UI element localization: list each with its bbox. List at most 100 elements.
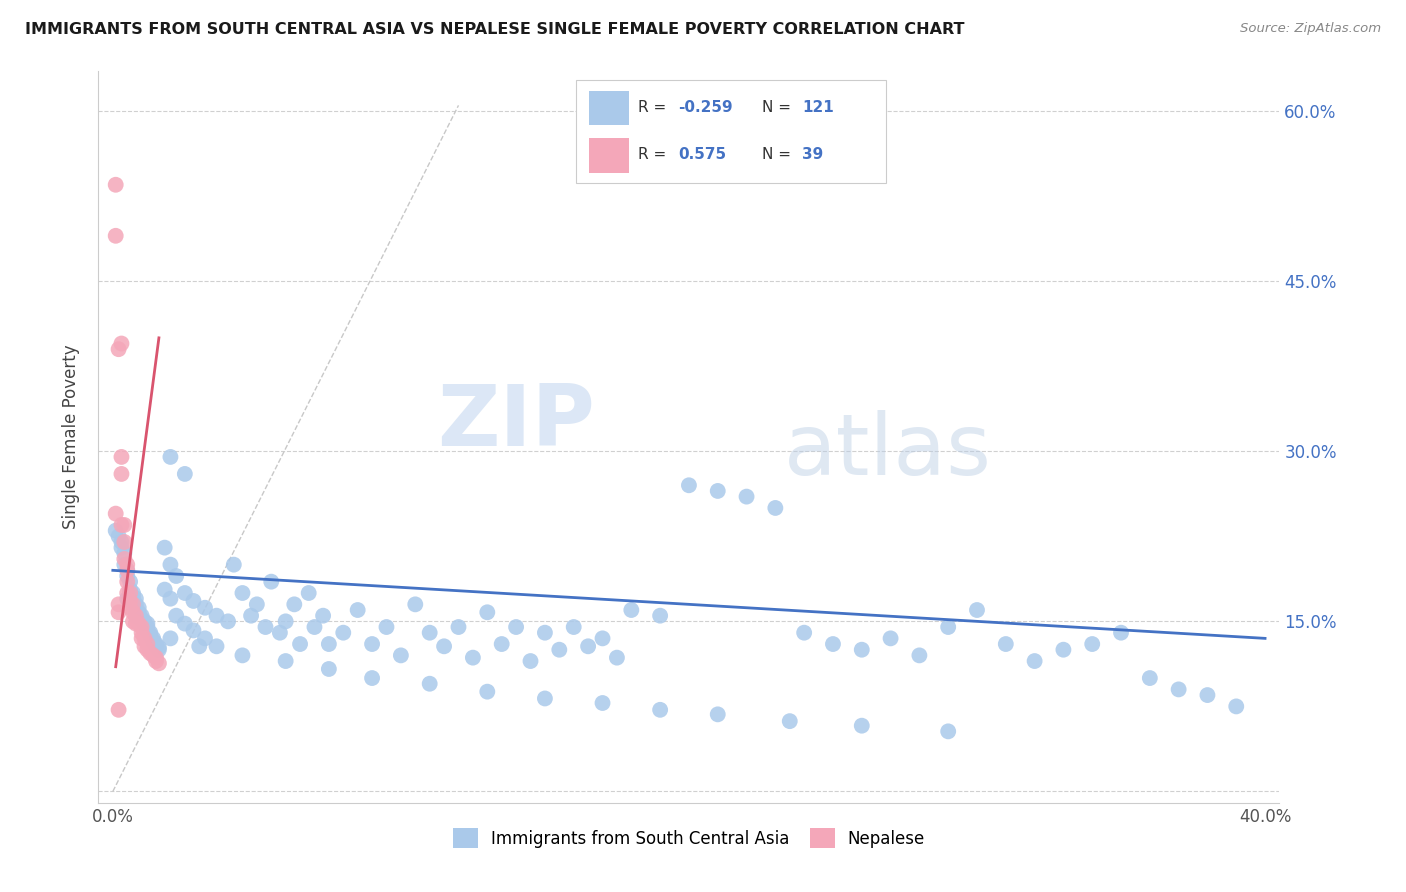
Point bbox=[240, 608, 263, 623]
Point bbox=[107, 342, 129, 356]
Point bbox=[231, 586, 253, 600]
Point bbox=[136, 642, 159, 657]
Point bbox=[706, 707, 728, 722]
Point bbox=[1197, 688, 1219, 702]
Point bbox=[419, 625, 441, 640]
Point bbox=[534, 691, 557, 706]
Point bbox=[131, 632, 153, 646]
Point bbox=[120, 582, 142, 597]
Point bbox=[134, 616, 156, 631]
Point bbox=[318, 662, 340, 676]
Point bbox=[606, 650, 628, 665]
Point bbox=[136, 620, 159, 634]
Point bbox=[110, 518, 132, 533]
Text: N =: N = bbox=[762, 101, 796, 115]
Point bbox=[134, 632, 156, 646]
Point bbox=[269, 625, 291, 640]
Point bbox=[148, 642, 170, 657]
Point bbox=[148, 657, 170, 671]
Text: Source: ZipAtlas.com: Source: ZipAtlas.com bbox=[1240, 22, 1381, 36]
Point bbox=[763, 500, 786, 515]
Point bbox=[107, 605, 129, 619]
Point bbox=[159, 632, 181, 646]
Point bbox=[120, 600, 142, 615]
Point bbox=[735, 490, 758, 504]
Point bbox=[821, 637, 844, 651]
Point bbox=[194, 600, 217, 615]
Point bbox=[620, 603, 643, 617]
FancyBboxPatch shape bbox=[589, 91, 628, 126]
Point bbox=[165, 608, 187, 623]
Point bbox=[346, 603, 368, 617]
Point bbox=[122, 586, 145, 600]
Point bbox=[173, 467, 195, 481]
Point bbox=[159, 591, 181, 606]
Point bbox=[205, 640, 228, 654]
Point bbox=[994, 637, 1017, 651]
Y-axis label: Single Female Poverty: Single Female Poverty bbox=[62, 345, 80, 529]
Point bbox=[128, 605, 150, 619]
Point bbox=[173, 616, 195, 631]
Point bbox=[477, 684, 499, 698]
Point bbox=[136, 616, 159, 631]
Point bbox=[534, 625, 557, 640]
Point bbox=[104, 507, 127, 521]
Point bbox=[142, 632, 165, 646]
Point bbox=[908, 648, 931, 663]
Point bbox=[115, 558, 138, 572]
Point bbox=[231, 648, 253, 663]
Point bbox=[134, 615, 156, 629]
Point bbox=[477, 605, 499, 619]
Point bbox=[145, 654, 167, 668]
Point bbox=[1081, 637, 1104, 651]
Point bbox=[274, 615, 297, 629]
Point bbox=[283, 598, 305, 612]
Text: 39: 39 bbox=[803, 146, 824, 161]
Point bbox=[142, 633, 165, 648]
Point bbox=[115, 586, 138, 600]
Point bbox=[112, 558, 135, 572]
Point bbox=[110, 467, 132, 481]
Point bbox=[136, 624, 159, 638]
Point bbox=[134, 640, 156, 654]
Point bbox=[125, 591, 148, 606]
Text: atlas: atlas bbox=[783, 410, 991, 493]
Point bbox=[112, 535, 135, 549]
Point bbox=[375, 620, 398, 634]
Point bbox=[433, 640, 456, 654]
Point bbox=[936, 724, 959, 739]
Point bbox=[183, 624, 205, 638]
Point bbox=[650, 703, 672, 717]
Point bbox=[110, 336, 132, 351]
Point bbox=[153, 541, 176, 555]
Point bbox=[128, 616, 150, 631]
Point bbox=[879, 632, 901, 646]
Point bbox=[115, 574, 138, 589]
Text: R =: R = bbox=[638, 146, 672, 161]
Point bbox=[274, 654, 297, 668]
Point bbox=[128, 600, 150, 615]
Point bbox=[188, 640, 211, 654]
Point bbox=[519, 654, 541, 668]
Point bbox=[1109, 625, 1132, 640]
Legend: Immigrants from South Central Asia, Nepalese: Immigrants from South Central Asia, Nepa… bbox=[444, 820, 934, 856]
Point bbox=[125, 608, 148, 623]
Point bbox=[107, 598, 129, 612]
Point bbox=[592, 632, 614, 646]
Point bbox=[159, 558, 181, 572]
Point bbox=[650, 608, 672, 623]
Point bbox=[318, 637, 340, 651]
Point bbox=[217, 615, 239, 629]
Point bbox=[592, 696, 614, 710]
Point bbox=[205, 608, 228, 623]
Point bbox=[115, 569, 138, 583]
Point bbox=[194, 632, 217, 646]
Point bbox=[505, 620, 527, 634]
Point bbox=[419, 677, 441, 691]
Point bbox=[706, 483, 728, 498]
Point bbox=[548, 642, 571, 657]
Point bbox=[104, 178, 127, 192]
Point bbox=[332, 625, 354, 640]
Point bbox=[120, 594, 142, 608]
Point bbox=[312, 608, 335, 623]
